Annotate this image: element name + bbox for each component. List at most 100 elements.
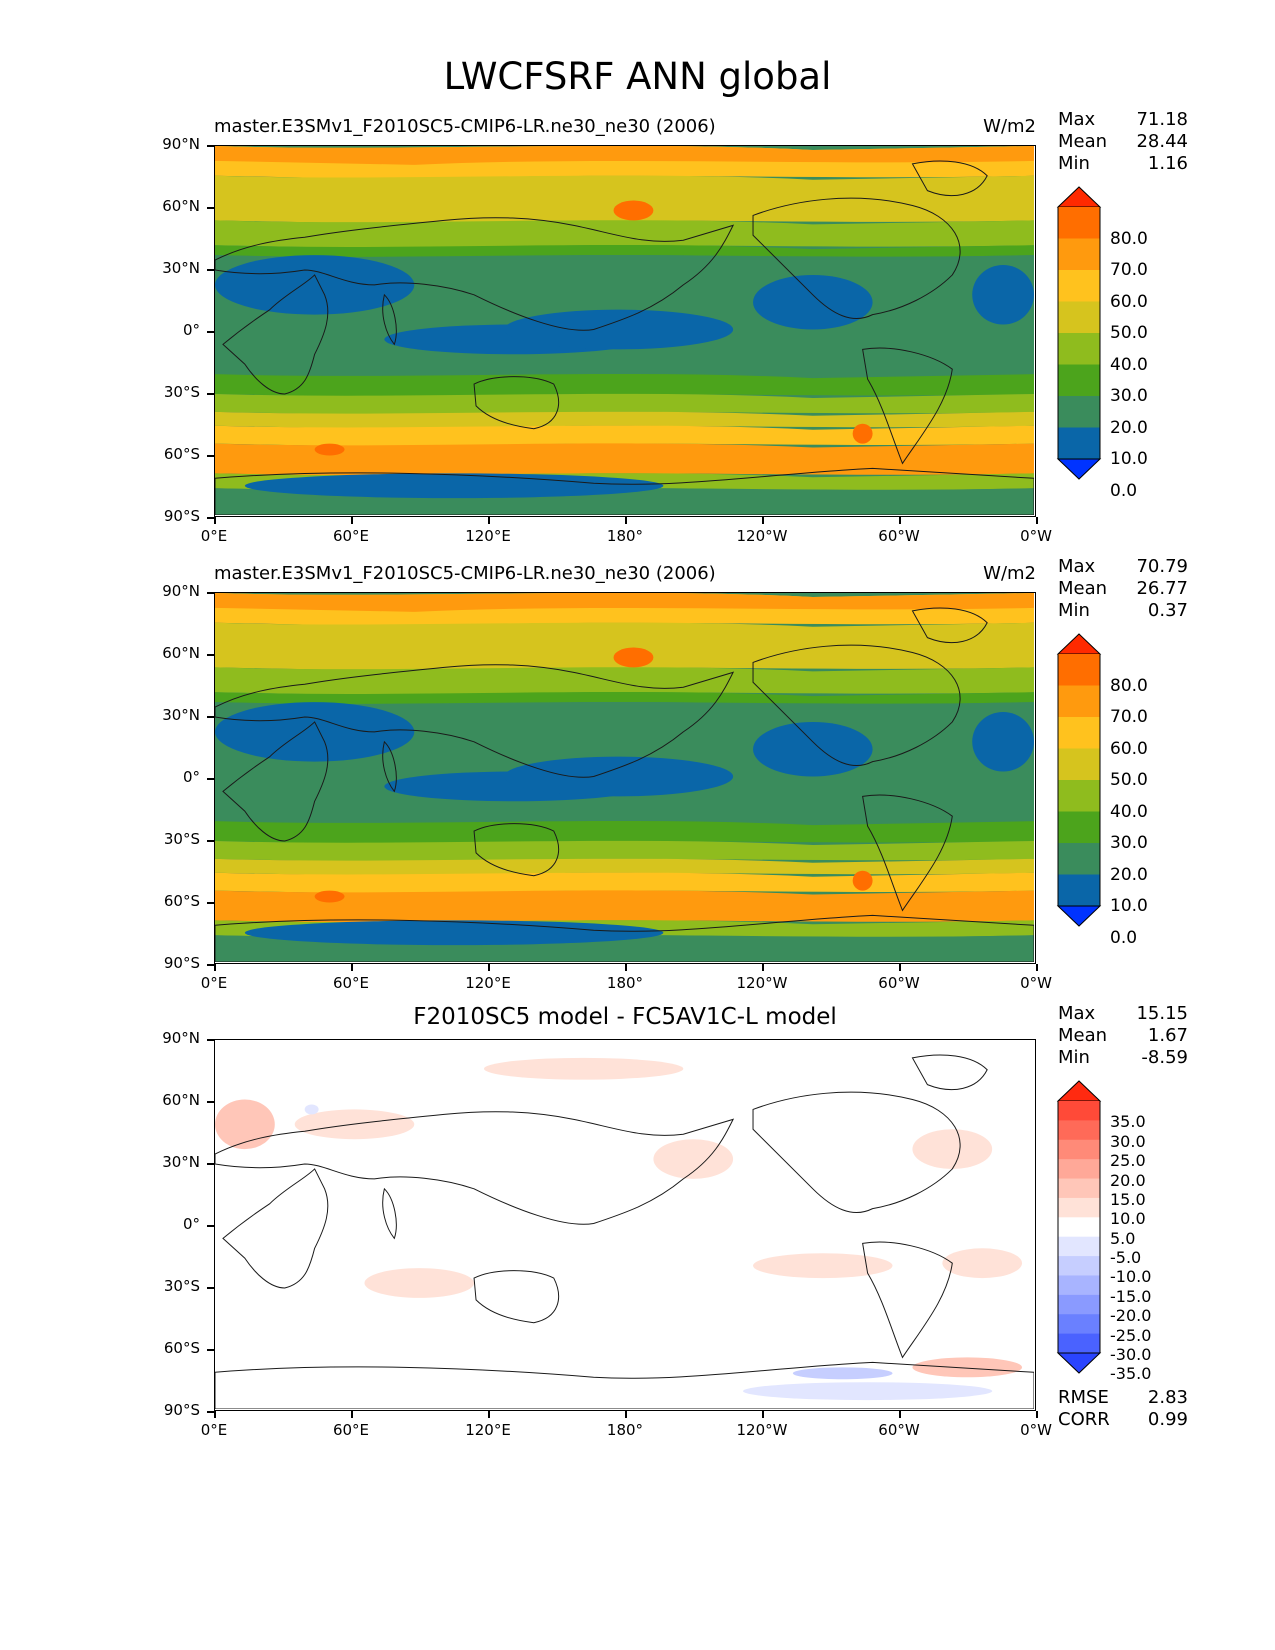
colorbar-tick-label: 5.0: [1110, 1228, 1136, 1248]
colorbar-tick-label: -20.0: [1110, 1306, 1152, 1326]
y-tick-mark: [207, 269, 214, 271]
x-tick-mark: [214, 517, 216, 524]
coastline: [911, 607, 988, 644]
x-tick-mark: [762, 517, 764, 524]
colorbar-tick-label: 40.0: [1110, 354, 1148, 375]
x-tick-label: 120°E: [465, 974, 511, 992]
colorbar-extend-max: [1056, 633, 1102, 655]
x-tick-mark: [625, 964, 627, 971]
field-feature: [972, 712, 1034, 772]
field-band: [215, 820, 1034, 845]
field-band: [215, 935, 1034, 962]
colorbar-extend-min: [1056, 458, 1102, 480]
difference-feature: [215, 1099, 275, 1150]
field-feature: [972, 265, 1034, 325]
colorbar: [1056, 186, 1102, 480]
colorbar-tick-label: -35.0: [1110, 1364, 1152, 1384]
coastline: [222, 721, 329, 842]
y-tick-label: 90°S: [163, 1401, 200, 1419]
stat-value: 28.44: [1136, 131, 1188, 152]
field-feature: [503, 756, 734, 797]
stat-value: 0.37: [1147, 600, 1188, 621]
stat-label: CORR: [1058, 1409, 1110, 1430]
colorbar-tick-label: -30.0: [1110, 1345, 1152, 1364]
x-tick-label: 60°E: [332, 527, 370, 545]
field-band: [215, 425, 1034, 448]
colorbar-tick-label: 30.0: [1110, 833, 1148, 853]
field-feature: [244, 473, 664, 499]
colorbar-tick-label: 10.0: [1110, 1209, 1146, 1229]
field-feature: [244, 920, 664, 946]
y-tick-mark: [207, 1411, 214, 1413]
coastline: [215, 1361, 1034, 1409]
stat-label: Mean: [1058, 131, 1108, 152]
difference-feature: [753, 1253, 893, 1279]
coastline: [473, 376, 560, 430]
colorbar-segment: [1058, 364, 1100, 397]
y-tick-mark: [207, 1039, 214, 1041]
x-tick-mark: [625, 1411, 627, 1418]
difference-feature: [364, 1268, 475, 1298]
field-band: [215, 890, 1034, 925]
coastline: [911, 160, 988, 197]
stat-label: Mean: [1058, 578, 1108, 599]
coastline: [382, 740, 397, 793]
panel-title: F2010SC5 model - FC5AV1C-L model: [413, 1004, 837, 1030]
y-tick-label: 60°S: [163, 1339, 200, 1357]
y-tick-label: 60°N: [162, 1091, 200, 1109]
field-band: [215, 488, 1034, 515]
colorbar-segment: [1058, 1256, 1100, 1276]
y-tick-label: 0°: [182, 321, 200, 339]
colorbar-segment: [1058, 270, 1100, 302]
stats-block: Max 71.18 Mean 28.44 Min 1.16: [1058, 109, 1188, 175]
panel-title: master.E3SMv1_F2010SC5-CMIP6-LR.ne30_ne3…: [214, 563, 716, 584]
colorbar-tick-label: 0.0: [1110, 927, 1138, 948]
x-tick-mark: [762, 964, 764, 971]
stat-row: Max 15.15: [1058, 1003, 1188, 1025]
x-tick-label: 120°E: [465, 1421, 511, 1439]
colorbar-tick-label: -10.0: [1110, 1267, 1152, 1287]
x-tick-mark: [351, 517, 353, 524]
field-feature: [384, 324, 644, 355]
stat-label: Max: [1058, 1003, 1096, 1024]
x-tick-mark: [488, 964, 490, 971]
colorbar-tick-label: 20.0: [1110, 864, 1148, 885]
colorbar-tick-label: 30.0: [1110, 386, 1148, 406]
map-field: [215, 593, 1034, 962]
colorbar-segment: [1058, 396, 1100, 428]
coastline: [215, 467, 1034, 515]
stat-value: 71.18: [1136, 109, 1188, 130]
field-feature: [753, 274, 873, 330]
x-tick-label: 0°E: [200, 974, 228, 992]
field-band: [215, 245, 1034, 260]
colorbar-extend-min: [1056, 905, 1102, 927]
stat-label: Min: [1058, 600, 1090, 621]
x-tick-mark: [899, 517, 901, 524]
colorbar-segment: [1058, 1159, 1100, 1180]
field-feature: [613, 647, 654, 668]
coastline: [215, 914, 1034, 962]
coastline: [382, 293, 397, 346]
stat-label: RMSE: [1058, 1387, 1109, 1408]
stat-row: Mean 28.44: [1058, 131, 1188, 153]
field-feature: [852, 423, 873, 444]
field-feature: [314, 890, 345, 903]
coastline: [862, 1241, 953, 1359]
y-tick-label: 60°N: [162, 644, 200, 662]
map-plot-area: [214, 592, 1036, 964]
field-band: [215, 840, 1034, 863]
colorbar-tick-label: 10.0: [1110, 449, 1148, 469]
colorbar-segment: [1058, 780, 1100, 812]
colorbar-segment: [1058, 1314, 1100, 1335]
y-tick-label: 90°N: [162, 1029, 200, 1047]
colorbar-segment: [1058, 427, 1100, 460]
colorbar-extend-max: [1056, 186, 1102, 208]
colorbar-segment: [1058, 1101, 1100, 1121]
stat-row: Max 70.79: [1058, 556, 1188, 578]
colorbar-tick-label: 60.0: [1110, 738, 1148, 759]
y-tick-mark: [207, 331, 214, 333]
y-tick-mark: [207, 840, 214, 842]
field-band: [215, 411, 1034, 430]
x-tick-label: 120°W: [736, 1421, 788, 1439]
